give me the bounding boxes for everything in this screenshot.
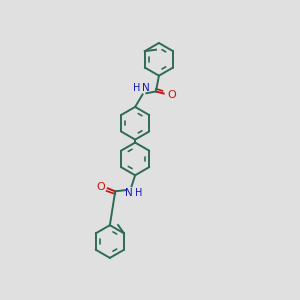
Text: O: O [167,90,176,100]
Text: N: N [142,83,150,93]
Text: H: H [134,83,141,93]
Text: N: N [125,188,133,198]
Text: H: H [134,188,142,198]
Text: O: O [96,182,105,192]
